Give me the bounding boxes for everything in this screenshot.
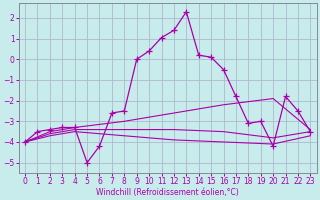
X-axis label: Windchill (Refroidissement éolien,°C): Windchill (Refroidissement éolien,°C) bbox=[96, 188, 239, 197]
